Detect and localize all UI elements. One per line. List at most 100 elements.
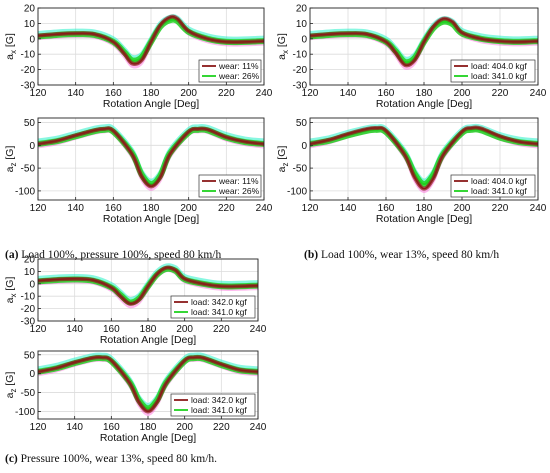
legend-label: load: 341.0 kgf — [471, 71, 527, 81]
x-tick-label: 120 — [30, 203, 47, 214]
legend-label: load: 341.0 kgf — [471, 186, 527, 196]
x-tick-label: 140 — [340, 203, 357, 214]
x-axis-label: Rotation Angle [Deg] — [376, 213, 472, 225]
y-tick-label: 0 — [29, 369, 35, 380]
x-axis-label: Rotation Angle [Deg] — [100, 432, 196, 444]
x-tick-label: 160 — [105, 203, 122, 214]
x-axis-label: Rotation Angle [Deg] — [376, 98, 472, 110]
x-axis-label: Rotation Angle [Deg] — [103, 213, 199, 225]
y-tick-label: -20 — [293, 65, 308, 76]
y-axis-label: az [G] — [4, 372, 18, 399]
x-axis-label: Rotation Angle [Deg] — [100, 334, 196, 346]
series-line-dark — [38, 266, 258, 305]
legend-label: load: 404.0 kgf — [471, 61, 527, 71]
x-tick-label: 140 — [340, 88, 357, 99]
legend-label: wear: 26% — [218, 186, 260, 196]
data-layer — [38, 352, 258, 416]
legend-box — [450, 174, 536, 198]
x-tick-label: 160 — [103, 422, 120, 433]
x-tick-label: 200 — [176, 422, 193, 433]
x-tick-label: 160 — [378, 203, 395, 214]
x-tick-label: 120 — [302, 88, 319, 99]
data-layer — [38, 263, 258, 309]
noise-band-cyan — [38, 352, 258, 407]
y-tick-label: -10 — [21, 292, 36, 303]
x-tick-label: 120 — [30, 324, 47, 335]
y-tick-label: -30 — [21, 81, 36, 92]
caption-b: (b) Load 100%, wear 13%, speed 80 km/h — [304, 249, 500, 261]
y-tick-label: 0 — [301, 141, 307, 152]
y-tick-label: -30 — [21, 317, 36, 328]
chart-b-az: 120 140 160 180 200 220 240 -100 -50 0 50 Rotation … — [276, 117, 547, 225]
x-tick-label: 220 — [492, 203, 509, 214]
x-tick-label: 240 — [250, 422, 267, 433]
legend-box — [450, 59, 536, 83]
x-tick-label: 160 — [105, 88, 122, 99]
y-tick-label: -50 — [293, 164, 308, 175]
x-tick-label: 180 — [416, 88, 433, 99]
y-tick-label: 10 — [24, 19, 36, 30]
data-layer — [38, 14, 264, 69]
x-tick-label: 160 — [103, 324, 120, 335]
y-axis-label: ax [G] — [4, 277, 18, 304]
x-tick-label: 140 — [66, 324, 83, 335]
x-tick-label: 180 — [143, 203, 160, 214]
y-tick-label: 0 — [29, 34, 35, 45]
x-tick-label: 140 — [67, 88, 84, 99]
y-tick-label: -100 — [287, 186, 307, 197]
x-axis-label: Rotation Angle [Deg] — [103, 98, 199, 110]
y-tick-label: 0 — [301, 34, 307, 45]
x-tick-label: 220 — [213, 324, 230, 335]
chart-a-az: 120 140 160 180 200 220 240 -100 -50 0 50 Rotation … — [4, 117, 273, 225]
y-tick-label: 20 — [296, 4, 308, 15]
legend-box — [170, 295, 256, 319]
x-tick-label: 120 — [30, 88, 47, 99]
y-tick-label: -20 — [21, 65, 36, 76]
y-axis-label: az [G] — [4, 146, 18, 173]
y-axis-label: ax [G] — [4, 33, 18, 60]
legend-label: load: 341.0 kgf — [191, 307, 247, 317]
x-tick-label: 240 — [256, 88, 273, 99]
y-tick-label: -100 — [15, 407, 35, 418]
data-layer — [310, 16, 538, 70]
y-tick-label: -30 — [293, 81, 308, 92]
noise-band-cyan — [38, 123, 264, 183]
chart-c-az: 120 140 160 180 200 220 240 -100 -50 0 50 Rotation … — [4, 350, 267, 444]
y-tick-label: -10 — [21, 50, 36, 61]
x-tick-label: 140 — [66, 422, 83, 433]
series-line-dark — [310, 17, 538, 67]
legend-label: load: 341.0 kgf — [191, 405, 247, 415]
y-tick-label: 0 — [29, 141, 35, 152]
legend-label: wear: 26% — [218, 71, 260, 81]
y-tick-label: -20 — [21, 304, 36, 315]
x-tick-label: 240 — [256, 203, 273, 214]
legend-label: wear: 11% — [218, 176, 259, 186]
y-tick-label: -50 — [21, 388, 36, 399]
x-tick-label: 200 — [180, 88, 197, 99]
legend-label: load: 404.0 kgf — [471, 176, 527, 186]
y-axis-label: az [G] — [276, 146, 290, 173]
y-tick-label: 50 — [296, 118, 308, 129]
x-tick-label: 120 — [30, 422, 47, 433]
series-line-dark — [38, 356, 258, 413]
y-tick-label: -50 — [21, 164, 36, 175]
caption-c: (c) Pressure 100%, wear 13%, speed 80 km… — [5, 453, 218, 465]
x-tick-label: 220 — [492, 88, 509, 99]
x-tick-label: 240 — [530, 203, 547, 214]
x-tick-label: 180 — [140, 422, 157, 433]
x-tick-label: 240 — [530, 88, 547, 99]
chart-a-ax: 120 140 160 180 200 220 240 -30 -20 -10 0 10 20 Rotat… — [4, 4, 273, 111]
legend-label: wear: 11% — [218, 61, 259, 71]
x-tick-label: 180 — [143, 88, 160, 99]
y-tick-label: 50 — [24, 350, 36, 361]
y-axis-label: ax [G] — [276, 33, 290, 60]
legend-box — [170, 393, 256, 417]
x-tick-label: 200 — [176, 324, 193, 335]
x-tick-label: 180 — [140, 324, 157, 335]
data-layer — [38, 123, 264, 191]
y-tick-label: -10 — [293, 50, 308, 61]
